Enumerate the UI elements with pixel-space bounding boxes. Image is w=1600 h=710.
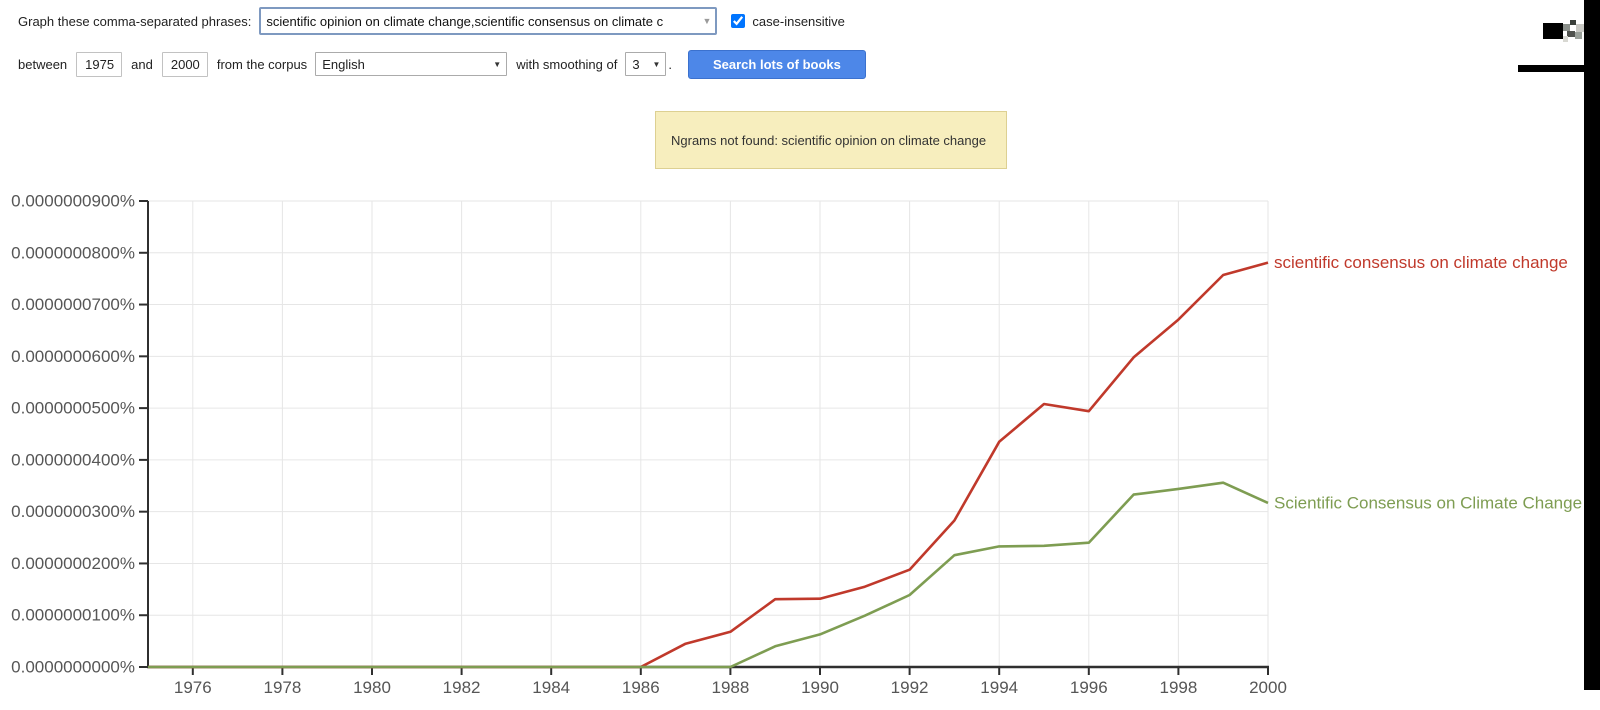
ngram-chart: 0.0000000000% 0.0000000100% 0.0000000200% 0…: [11, 192, 1582, 698]
smoothing-label: with smoothing of: [516, 56, 618, 72]
y-axis-label: 0.0000000900%: [11, 192, 135, 211]
screen-artifact-pixel-noise: [1563, 18, 1584, 42]
series-end-label: scientific consensus on climate change: [1274, 253, 1568, 272]
y-axis-label: 0.0000000000%: [11, 658, 135, 677]
phrase-input[interactable]: [259, 7, 718, 35]
y-axis-label: 0.0000000300%: [11, 502, 135, 521]
case-insensitive-checkbox[interactable]: [731, 14, 746, 28]
case-insensitive-label[interactable]: case-insensitive: [752, 13, 845, 29]
series-end-label: Scientific Consensus on Climate Change: [1274, 493, 1582, 512]
corpus-select-caret-icon: ▼: [493, 59, 502, 69]
phrase-input-wrap: ▼: [259, 7, 718, 35]
chart-axes: 0.0000000000% 0.0000000100% 0.0000000200% 0…: [11, 192, 1287, 698]
x-axis-label: 1980: [353, 678, 391, 697]
y-axis-label: 0.0000000200%: [11, 554, 135, 573]
y-axis-label: 0.0000000700%: [11, 295, 135, 314]
x-axis-label: 1976: [174, 678, 212, 697]
smoothing-select[interactable]: 3 ▼: [625, 52, 667, 76]
start-year-input[interactable]: [76, 51, 123, 77]
x-axis-label: 1982: [443, 678, 481, 697]
x-axis-label: 1994: [980, 678, 1018, 697]
series-line[interactable]: [148, 261, 1269, 669]
corpus-selected-value: English: [322, 56, 365, 72]
screen-artifact-black-bar: [1518, 65, 1584, 72]
x-axis-label: 1990: [801, 678, 839, 697]
screen-artifact-black-square: [1543, 23, 1563, 39]
and-label: and: [131, 56, 153, 72]
x-axis-label: 1986: [622, 678, 660, 697]
notice-text: Ngrams not found: scientific opinion on …: [671, 132, 987, 148]
y-axis-label: 0.0000000100%: [11, 606, 135, 625]
phrase-label: Graph these comma-separated phrases:: [18, 13, 252, 29]
ngrams-not-found-notice: Ngrams not found: scientific opinion on …: [655, 111, 1007, 169]
search-button[interactable]: Search lots of books: [687, 49, 866, 79]
x-axis-label: 1978: [263, 678, 301, 697]
x-axis-label: 2000: [1249, 678, 1287, 697]
smoothing-selected-value: 3: [632, 56, 640, 72]
smoothing-select-caret-icon: ▼: [652, 59, 661, 69]
end-year-input[interactable]: [161, 51, 208, 77]
x-axis-label: 1992: [891, 678, 929, 697]
range-row: between and from the corpus English ▼ wi…: [0, 49, 1600, 79]
y-axis-label: 0.0000000800%: [11, 243, 135, 262]
screen-artifact-right-strip: [1584, 0, 1600, 690]
x-axis-label: 1984: [532, 678, 570, 697]
x-axis-label: 1998: [1159, 678, 1197, 697]
sentence-period: .: [668, 56, 672, 72]
corpus-select[interactable]: English ▼: [315, 52, 508, 76]
between-label: between: [18, 56, 68, 72]
series-line[interactable]: [148, 481, 1269, 669]
y-axis-label: 0.0000000600%: [11, 347, 135, 366]
ngram-chart-region: 0.0000000000% 0.0000000100% 0.0000000200% 0…: [0, 190, 1600, 705]
chart-gridlines: [148, 200, 1269, 667]
corpus-label: from the corpus: [216, 56, 308, 72]
y-axis-label: 0.0000000500%: [11, 399, 135, 418]
query-row: Graph these comma-separated phrases: ▼ c…: [0, 6, 1600, 36]
y-axis-label: 0.0000000400%: [11, 450, 135, 469]
x-axis-label: 1996: [1070, 678, 1108, 697]
x-axis-label: 1988: [711, 678, 749, 697]
